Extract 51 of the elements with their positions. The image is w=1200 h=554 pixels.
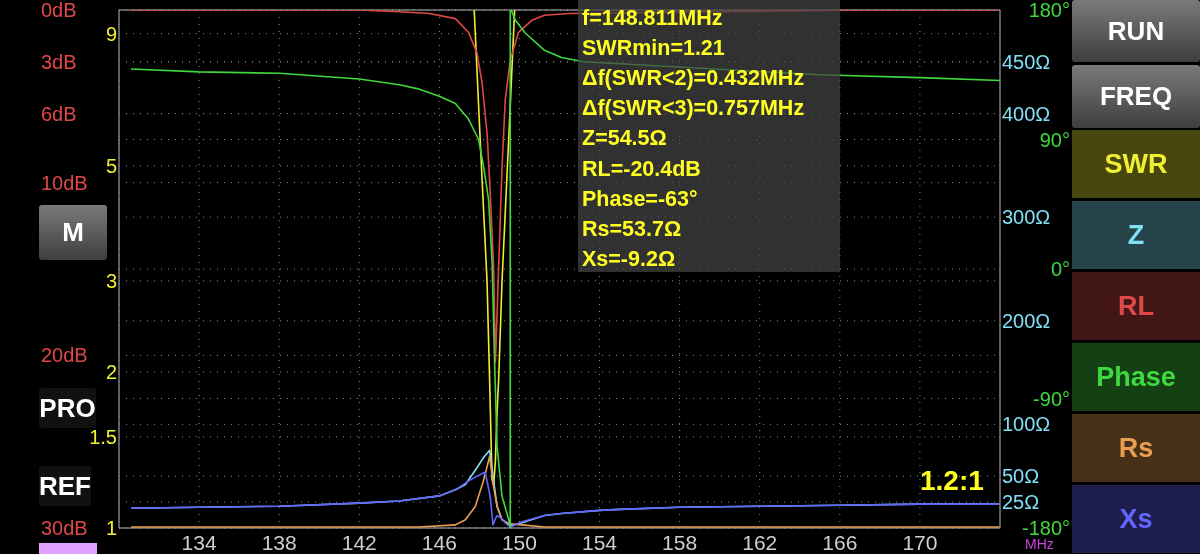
x-tick-label: 158 xyxy=(662,530,698,554)
x-tick-label: 150 xyxy=(501,530,537,554)
legend-label: SWR xyxy=(1072,130,1200,198)
x-tick-label: 142 xyxy=(341,530,377,554)
y3-tick-label: 25Ω xyxy=(1002,491,1040,514)
x-tick-label: 166 xyxy=(822,530,858,554)
y-tick-label: 3dB xyxy=(41,50,77,73)
y3-tick-label: 100Ω xyxy=(1002,413,1051,436)
text: Xs xyxy=(1072,485,1200,553)
y3-tick-label: 300Ω xyxy=(1002,206,1051,229)
annotation: RL=-20.4dB xyxy=(582,155,701,183)
x-axis-title: MHz xyxy=(1025,536,1054,552)
y-tick-label: 6dB xyxy=(41,102,77,125)
annotation: Z=54.5Ω xyxy=(582,125,667,153)
y2-tick-label: 9 xyxy=(105,22,117,45)
y3-tick-label: 400Ω xyxy=(1002,102,1051,125)
y-tick-label: 30dB xyxy=(41,517,88,539)
annotation: Rs=53.7Ω xyxy=(582,215,682,243)
y3-tick-label: 50Ω xyxy=(1002,465,1040,488)
text: Phase xyxy=(1072,343,1200,411)
y2-tick-label: 1 xyxy=(105,517,117,539)
y2-tick-label: 3 xyxy=(105,269,117,292)
y-tick-label: 20dB xyxy=(41,344,88,367)
x-tick-label: 154 xyxy=(582,530,618,554)
annotation: SWRmin=1.21 xyxy=(582,35,725,63)
text: Rs xyxy=(1072,414,1200,482)
annotation: f=148.811MHz xyxy=(582,5,723,32)
x-tick-label: 138 xyxy=(261,530,297,554)
annotation: 1.2:1 xyxy=(920,465,984,497)
y-tick-label: 90° xyxy=(1039,128,1070,151)
y-tick-label: 10dB xyxy=(41,171,88,194)
y-tick-label: 0° xyxy=(1050,258,1070,280)
y2-tick-label: 1.5 xyxy=(89,425,117,448)
text: RL xyxy=(1072,272,1200,340)
y2-tick-label: 2 xyxy=(105,361,117,384)
annotation: Δf(SWR<3)=0.757MHz xyxy=(582,95,805,123)
y3-tick-label: 200Ω xyxy=(1002,309,1051,332)
y-tick-label: -180° xyxy=(1021,517,1070,539)
x-tick-label: 146 xyxy=(421,530,457,554)
x-tick-label: 162 xyxy=(742,530,778,554)
y3-tick-label: 450Ω xyxy=(1002,50,1051,73)
y-tick-label: 180° xyxy=(1028,0,1070,21)
annotation: Δf(SWR<2)=0.432MHz xyxy=(582,65,805,93)
y-tick-label: 0dB xyxy=(41,0,77,21)
y-tick-label: -90° xyxy=(1033,387,1070,410)
y2-tick-label: 5 xyxy=(105,154,117,177)
x-tick-label: 134 xyxy=(181,530,217,554)
annotation: Phase=-63° xyxy=(582,185,698,213)
annotation: Xs=-9.2Ω xyxy=(582,245,676,273)
x-tick-label: 170 xyxy=(902,530,938,554)
text: Z xyxy=(1072,201,1200,269)
